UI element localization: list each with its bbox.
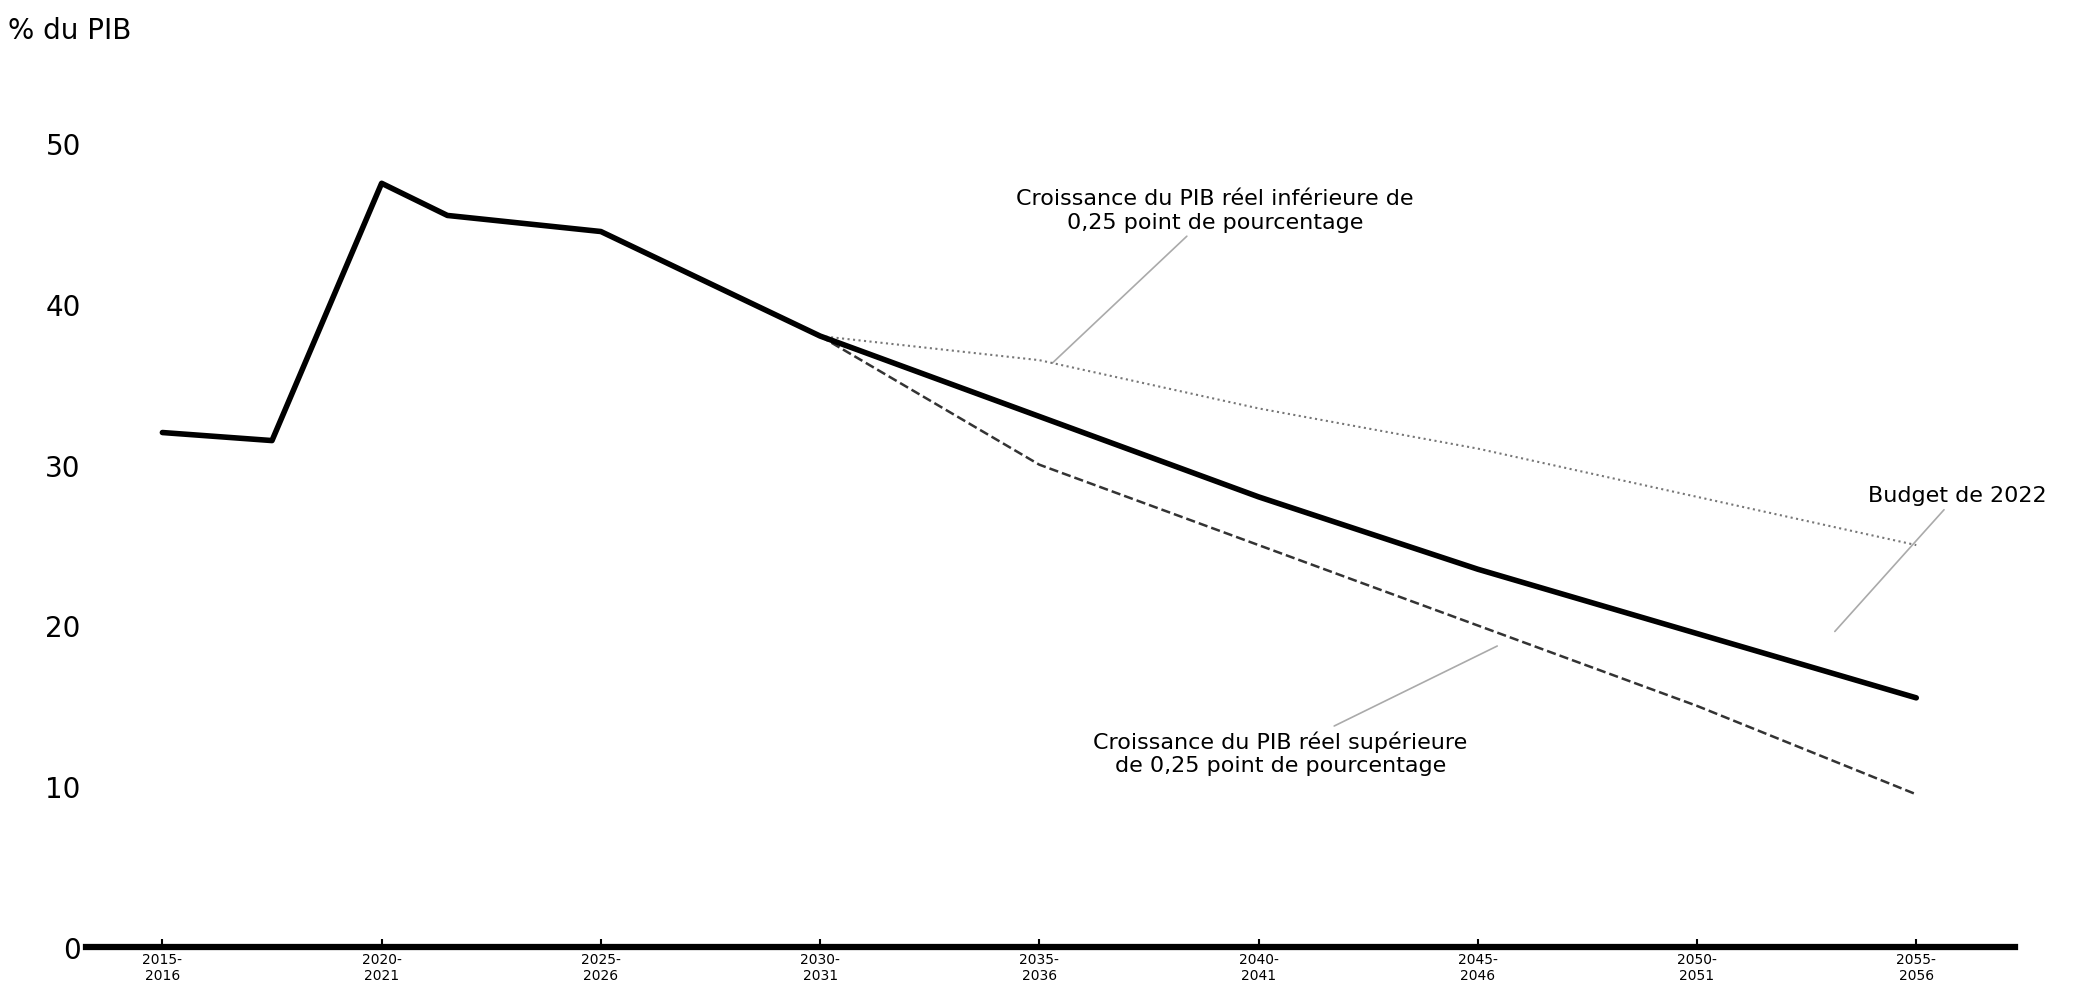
- Text: % du PIB: % du PIB: [8, 17, 132, 45]
- Text: Croissance du PIB réel inférieure de
0,25 point de pourcentage: Croissance du PIB réel inférieure de 0,2…: [1016, 190, 1414, 364]
- Text: Croissance du PIB réel supérieure
de 0,25 point de pourcentage: Croissance du PIB réel supérieure de 0,2…: [1094, 646, 1497, 775]
- Text: Budget de 2022: Budget de 2022: [1834, 485, 2047, 632]
